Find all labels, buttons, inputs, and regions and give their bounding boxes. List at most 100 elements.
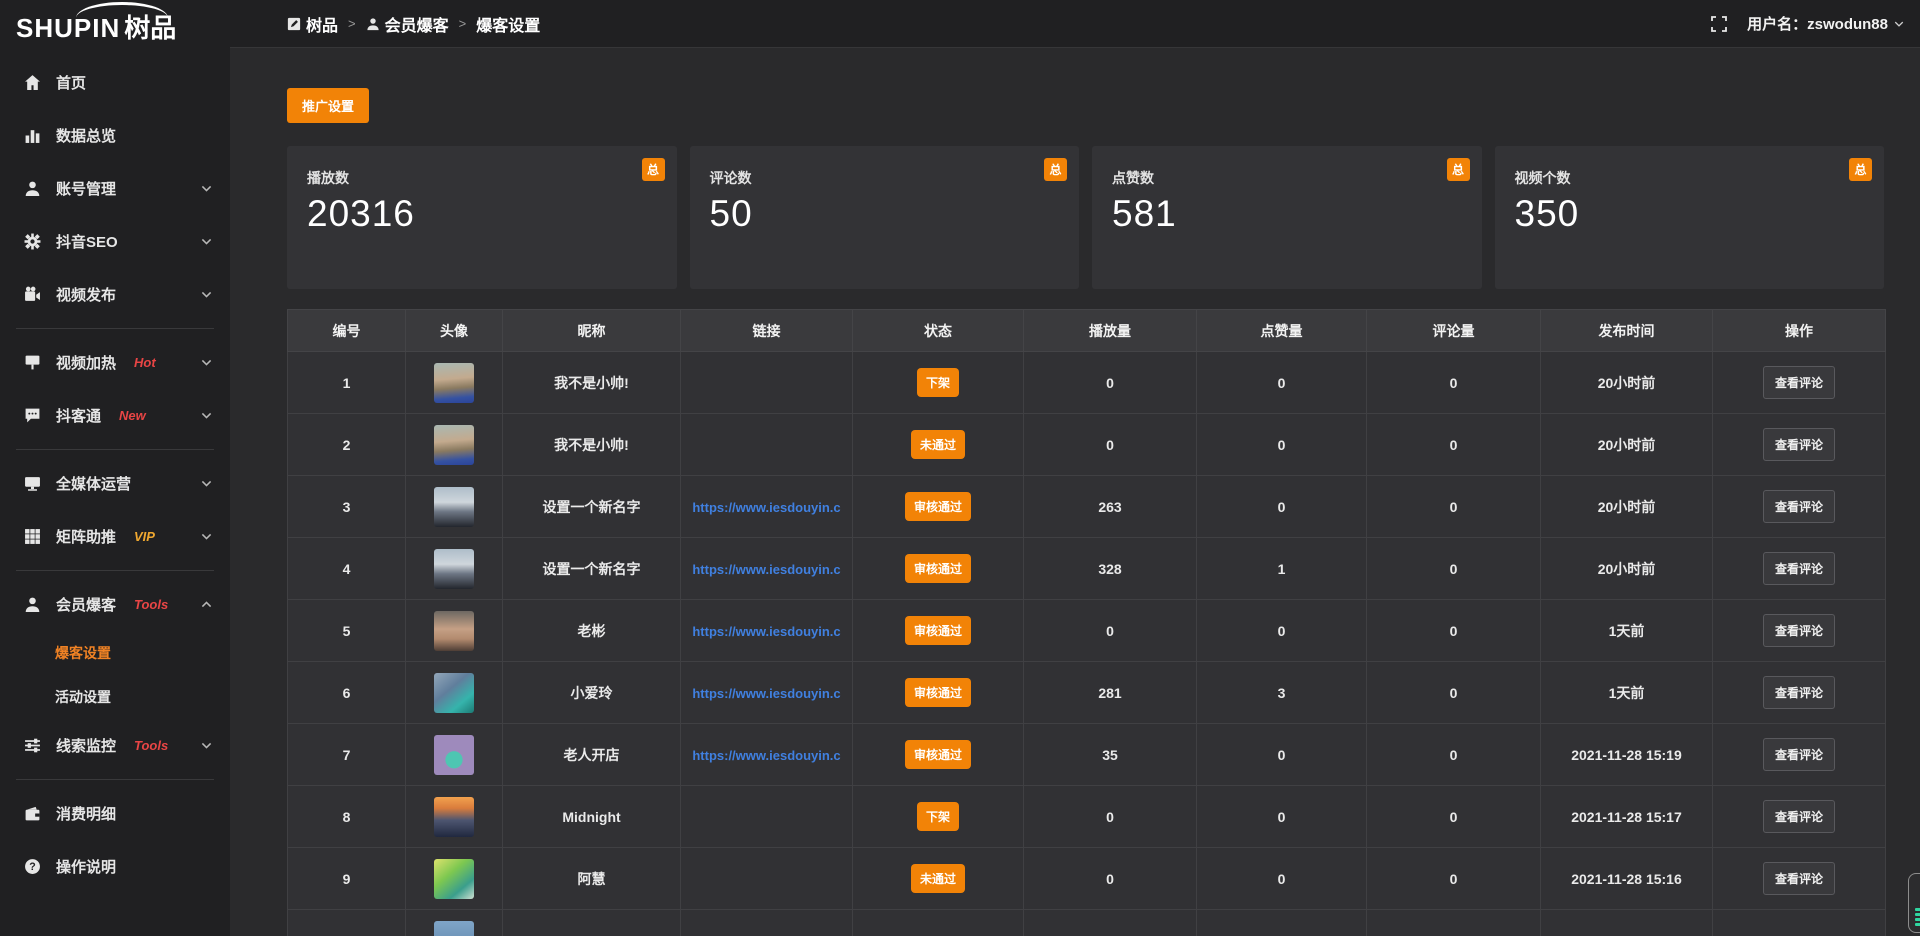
stat-card-total-badge: 总 xyxy=(1849,158,1872,181)
avatar xyxy=(434,486,474,527)
stat-card-value: 350 xyxy=(1514,193,1580,234)
cell-action: 查看评论 xyxy=(1712,351,1886,414)
sidebar-item-线索监控[interactable]: 线索监控 Tools xyxy=(0,719,230,772)
view-comments-button[interactable]: 查看评论 xyxy=(1762,552,1835,585)
view-comments-button[interactable]: 查看评论 xyxy=(1762,366,1835,399)
table-row: 8 Midnight 下架 0 0 0 2021-11-28 15:17 查看评论 xyxy=(287,785,1886,848)
sidebar-divider xyxy=(16,779,214,780)
cell-id: 2 xyxy=(287,413,406,476)
chevron-down-icon xyxy=(201,531,212,542)
stat-card-total-badge: 总 xyxy=(641,158,665,181)
column-header-编号: 编号 xyxy=(287,309,406,352)
cell-action: 查看评论 xyxy=(1712,537,1886,600)
cell-id xyxy=(287,909,406,936)
cell-id: 5 xyxy=(287,599,406,662)
cell-id: 8 xyxy=(287,785,406,848)
cell-action: 查看评论 xyxy=(1712,661,1886,724)
cell-avatar xyxy=(405,599,503,662)
user-menu[interactable]: 用户名：zswodun88 xyxy=(1747,13,1904,34)
sidebar-item-消费明细[interactable]: 消费明细 xyxy=(0,787,230,840)
cell-link: https://www.iesdouyin.c xyxy=(680,723,853,786)
view-comments-button[interactable]: 查看评论 xyxy=(1762,428,1835,461)
cell-plays: 35 xyxy=(1023,723,1197,786)
fullscreen-icon[interactable] xyxy=(1711,15,1728,32)
sidebar-divider xyxy=(16,328,214,329)
cell-nickname: 小爱玲 xyxy=(502,661,681,724)
stat-card-total-badge: 总 xyxy=(1446,158,1470,181)
sidebar-item-抖音SEO[interactable]: 抖音SEO xyxy=(0,215,230,268)
breadcrumb-item-会员爆客[interactable]: 会员爆客 xyxy=(366,12,449,36)
sidebar-subitem-活动设置[interactable]: 活动设置 xyxy=(55,689,111,705)
user-icon xyxy=(24,180,43,197)
cell-avatar xyxy=(405,413,503,476)
view-comments-button[interactable]: 查看评论 xyxy=(1762,614,1835,647)
floating-side-widget[interactable] xyxy=(1908,873,1920,933)
sidebar-subitem-爆客设置[interactable]: 爆客设置 xyxy=(55,645,111,661)
cell-avatar xyxy=(405,475,503,538)
cell-comments: 0 xyxy=(1366,723,1541,786)
cell-time: 2021-11-28 15:19 xyxy=(1540,723,1713,786)
sidebar-item-抖客通[interactable]: 抖客通 New xyxy=(0,389,230,442)
table-row: 1 我不是小帅! 下架 0 0 0 20小时前 查看评论 xyxy=(287,351,1886,414)
status-badge: 审核通过 xyxy=(904,554,971,583)
cell-plays: 0 xyxy=(1023,599,1197,662)
gear-icon xyxy=(24,233,43,250)
breadcrumb-item-爆客设置[interactable]: 爆客设置 xyxy=(476,12,540,36)
cell-time xyxy=(1540,909,1713,936)
sidebar-item-视频发布[interactable]: 视频发布 xyxy=(0,268,230,321)
chevron-down-icon xyxy=(201,183,212,194)
sidebar-item-首页[interactable]: 首页 xyxy=(0,56,230,109)
video-link[interactable]: https://www.iesdouyin.c xyxy=(692,623,841,639)
cell-avatar xyxy=(405,661,503,724)
cell-link xyxy=(680,413,853,476)
video-link[interactable]: https://www.iesdouyin.c xyxy=(692,561,841,577)
chevron-down-icon xyxy=(201,236,212,247)
view-comments-button[interactable]: 查看评论 xyxy=(1762,738,1835,771)
cell-likes: 0 xyxy=(1196,351,1367,414)
chevron-down-icon xyxy=(201,410,212,421)
cell-plays: 328 xyxy=(1023,537,1197,600)
cell-avatar xyxy=(405,909,503,936)
cell-status: 未通过 xyxy=(852,847,1024,910)
cell-action: 查看评论 xyxy=(1712,599,1886,662)
cell-likes: 0 xyxy=(1196,599,1367,662)
cell-comments: 0 xyxy=(1366,661,1541,724)
promo-settings-button[interactable]: 推广设置 xyxy=(287,88,370,123)
sidebar-item-全媒体运营[interactable]: 全媒体运营 xyxy=(0,457,230,510)
sidebar-item-矩阵助推[interactable]: 矩阵助推 VIP xyxy=(0,510,230,563)
sidebar-badge-new: New xyxy=(119,408,146,423)
cell-comments: 0 xyxy=(1366,475,1541,538)
sidebar-item-label: 视频加热 xyxy=(56,355,117,372)
stat-card-value: 50 xyxy=(709,193,753,234)
sidebar-item-账号管理[interactable]: 账号管理 xyxy=(0,162,230,215)
cell-comments: 0 xyxy=(1366,599,1541,662)
stat-card-label: 点赞数 xyxy=(1112,170,1154,186)
cell-likes xyxy=(1196,909,1367,936)
sidebar-item-会员爆客[interactable]: 会员爆客 Tools xyxy=(0,578,230,631)
cell-link: https://www.iesdouyin.c xyxy=(680,661,853,724)
logo-text-cn: 树品 xyxy=(124,13,177,43)
cell-comments: 0 xyxy=(1366,785,1541,848)
view-comments-button[interactable]: 查看评论 xyxy=(1762,800,1835,833)
status-badge: 审核通过 xyxy=(904,492,971,521)
column-header-昵称: 昵称 xyxy=(502,309,681,352)
sidebar-item-数据总览[interactable]: 数据总览 xyxy=(0,109,230,162)
view-comments-button[interactable]: 查看评论 xyxy=(1762,862,1835,895)
cell-link xyxy=(680,909,853,936)
status-badge: 未通过 xyxy=(910,864,965,893)
stat-card-value: 20316 xyxy=(307,193,415,234)
breadcrumb-item-树品[interactable]: 树品 xyxy=(287,12,338,36)
cell-nickname: 我不是小帅! xyxy=(502,413,681,476)
sidebar-item-操作说明[interactable]: ? 操作说明 xyxy=(0,840,230,893)
view-comments-button[interactable]: 查看评论 xyxy=(1762,676,1835,709)
topbar: 树品 > 会员爆客 > 爆客设置 用户名：zswodun88 xyxy=(230,0,1920,48)
video-link[interactable]: https://www.iesdouyin.c xyxy=(692,685,841,701)
video-link[interactable]: https://www.iesdouyin.c xyxy=(692,499,841,515)
view-comments-button[interactable]: 查看评论 xyxy=(1762,490,1835,523)
cell-likes: 0 xyxy=(1196,785,1367,848)
cell-time: 20小时前 xyxy=(1540,537,1713,600)
sidebar-badge-hot: Hot xyxy=(134,355,156,370)
table-row xyxy=(287,909,1886,936)
video-link[interactable]: https://www.iesdouyin.c xyxy=(692,747,841,763)
sidebar-item-视频加热[interactable]: 视频加热 Hot xyxy=(0,336,230,389)
